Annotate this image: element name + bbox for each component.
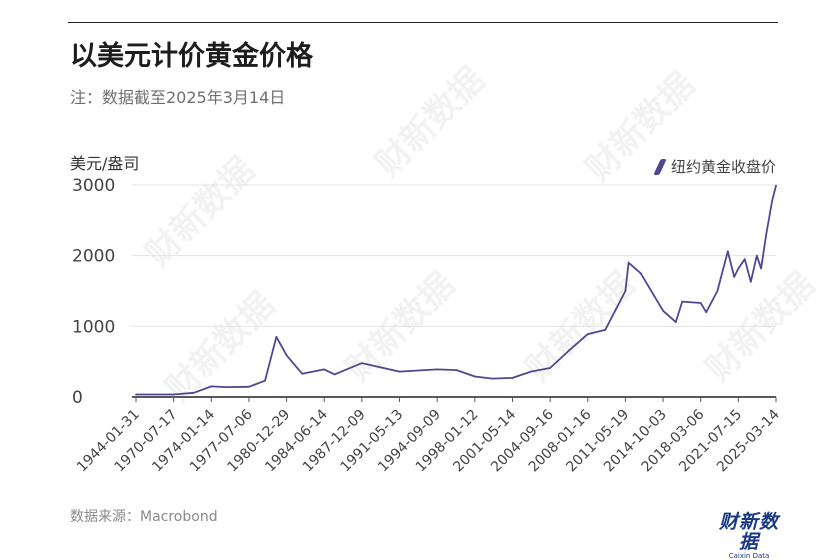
data-point (716, 290, 719, 292)
y-axis-unit-label: 美元/盎司 (70, 154, 140, 173)
top-rule (68, 22, 778, 23)
data-point (662, 309, 664, 312)
data-point (743, 258, 746, 261)
legend: 纽约黄金收盘价 (653, 156, 776, 177)
data-point (627, 261, 630, 264)
data-point (455, 369, 458, 371)
data-point (699, 302, 702, 304)
data-point (586, 333, 589, 335)
data-point (624, 290, 627, 292)
y-tick-label: 0 (72, 388, 83, 408)
data-point (681, 300, 684, 303)
data-point (760, 267, 762, 270)
data-point (275, 336, 278, 338)
data-point (765, 233, 768, 236)
y-tick-label: 3000 (72, 176, 115, 196)
data-point (135, 393, 137, 396)
data-point (264, 379, 266, 382)
data-point (567, 350, 570, 352)
data-point (225, 386, 228, 388)
data-point (301, 372, 303, 375)
data-point (323, 368, 326, 371)
data-point (210, 385, 213, 388)
chart-note: 注：数据截至2025年3月14日 (70, 88, 286, 107)
brand-name: 财新数据 (718, 511, 779, 553)
data-point (169, 393, 171, 396)
legend-label: 纽约黄金收盘价 (670, 158, 776, 176)
data-point (639, 272, 642, 275)
data-point (733, 276, 736, 278)
data-point (333, 373, 336, 376)
y-tick-label: 2000 (72, 247, 115, 267)
brand-tagline: Caixin Data (728, 552, 770, 560)
data-point (436, 368, 439, 371)
data-point (285, 354, 288, 357)
data-point (674, 321, 677, 323)
brand-logo: 财新数据 Caixin Data (714, 512, 784, 560)
data-source: 数据来源：Macrobond (70, 509, 218, 525)
data-point (749, 280, 752, 283)
series-line (136, 185, 777, 396)
data-point (398, 370, 401, 373)
data-point (192, 391, 195, 394)
data-point (771, 199, 774, 202)
data-point (549, 367, 551, 369)
y-tick-label: 1000 (72, 317, 115, 337)
data-point (737, 267, 740, 270)
data-point (775, 184, 777, 187)
page-title: 以美元计价黄金价格 (70, 41, 313, 72)
data-point (530, 370, 532, 373)
data-point (491, 377, 494, 380)
data-point (473, 375, 476, 378)
data-point (726, 250, 729, 253)
data-point (172, 393, 175, 396)
data-point (705, 311, 708, 314)
data-point (248, 385, 250, 388)
data-point (511, 377, 514, 379)
data-point (755, 254, 758, 257)
data-point (604, 329, 607, 331)
data-point (361, 362, 363, 364)
